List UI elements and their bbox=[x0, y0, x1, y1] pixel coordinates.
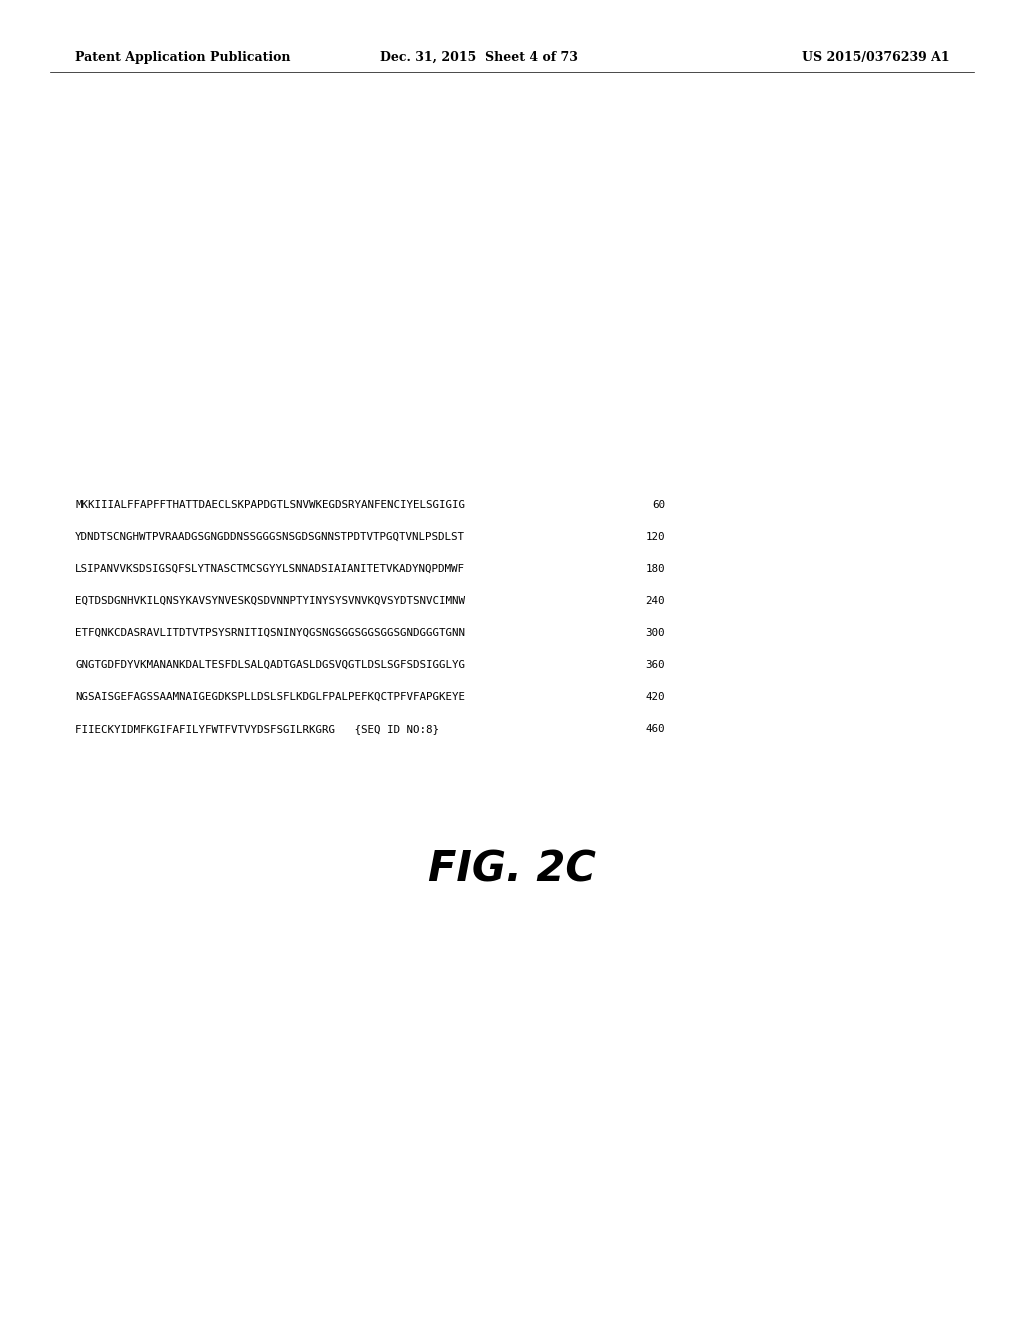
Text: GNGTGDFDYVKMANANKDALTESFDLSALQADTGASLDGSVQGTLDSLSGFSDSIGGLYG: GNGTGDFDYVKMANANKDALTESFDLSALQADTGASLDGS… bbox=[75, 660, 465, 671]
Text: 460: 460 bbox=[645, 723, 665, 734]
Text: Dec. 31, 2015  Sheet 4 of 73: Dec. 31, 2015 Sheet 4 of 73 bbox=[380, 50, 578, 63]
Text: 300: 300 bbox=[645, 628, 665, 638]
Text: MKKIIIALFFAPFFTHATTDAECLSKPAPDGTLSNVWKEGDSRYANFENCIYELSGIGIG: MKKIIIALFFAPFFTHATTDAECLSKPAPDGTLSNVWKEG… bbox=[75, 500, 465, 510]
Text: US 2015/0376239 A1: US 2015/0376239 A1 bbox=[803, 50, 950, 63]
Text: 420: 420 bbox=[645, 692, 665, 702]
Text: 360: 360 bbox=[645, 660, 665, 671]
Text: YDNDTSCNGHWTPVRAADGSGNGDDNSSGGGSNSGDSGNNSTPDTVTPGQTVNLPSDLST: YDNDTSCNGHWTPVRAADGSGNGDDNSSGGGSNSGDSGNN… bbox=[75, 532, 465, 543]
Text: NGSAISGEFAGSSAAMNAIGEGDKSPLLDSLSFLKDGLFPALPEFKQCTPFVFAPGKEYE: NGSAISGEFAGSSAAMNAIGEGDKSPLLDSLSFLKDGLFP… bbox=[75, 692, 465, 702]
Text: 240: 240 bbox=[645, 597, 665, 606]
Text: ETFQNKCDASRAVLITDTVTPSYSRNITIQSNINYQGSNGSGGSGGSGGSGNDGGGTGNN: ETFQNKCDASRAVLITDTVTPSYSRNITIQSNINYQGSNG… bbox=[75, 628, 465, 638]
Text: FIIECKYIDMFKGIFAFILYFWTFVTVYDSFSGILRKGRG   {SEQ ID NO:8}: FIIECKYIDMFKGIFAFILYFWTFVTVYDSFSGILRKGRG… bbox=[75, 723, 439, 734]
Text: 120: 120 bbox=[645, 532, 665, 543]
Text: 60: 60 bbox=[652, 500, 665, 510]
Text: EQTDSDGNHVKILQNSYKAVSYNVESKQSDVNNPTYINYSYSVNVKQVSYDTSNVCIMNW: EQTDSDGNHVKILQNSYKAVSYNVESKQSDVNNPTYINYS… bbox=[75, 597, 465, 606]
Text: Patent Application Publication: Patent Application Publication bbox=[75, 50, 291, 63]
Text: FIG. 2C: FIG. 2C bbox=[428, 849, 596, 891]
Text: LSIPANVVKSDSIGSQFSLYTNASCTMCSGYYLSNNADSIAIANITETVKADYNQPDMWF: LSIPANVVKSDSIGSQFSLYTNASCTMCSGYYLSNNADSI… bbox=[75, 564, 465, 574]
Text: 180: 180 bbox=[645, 564, 665, 574]
